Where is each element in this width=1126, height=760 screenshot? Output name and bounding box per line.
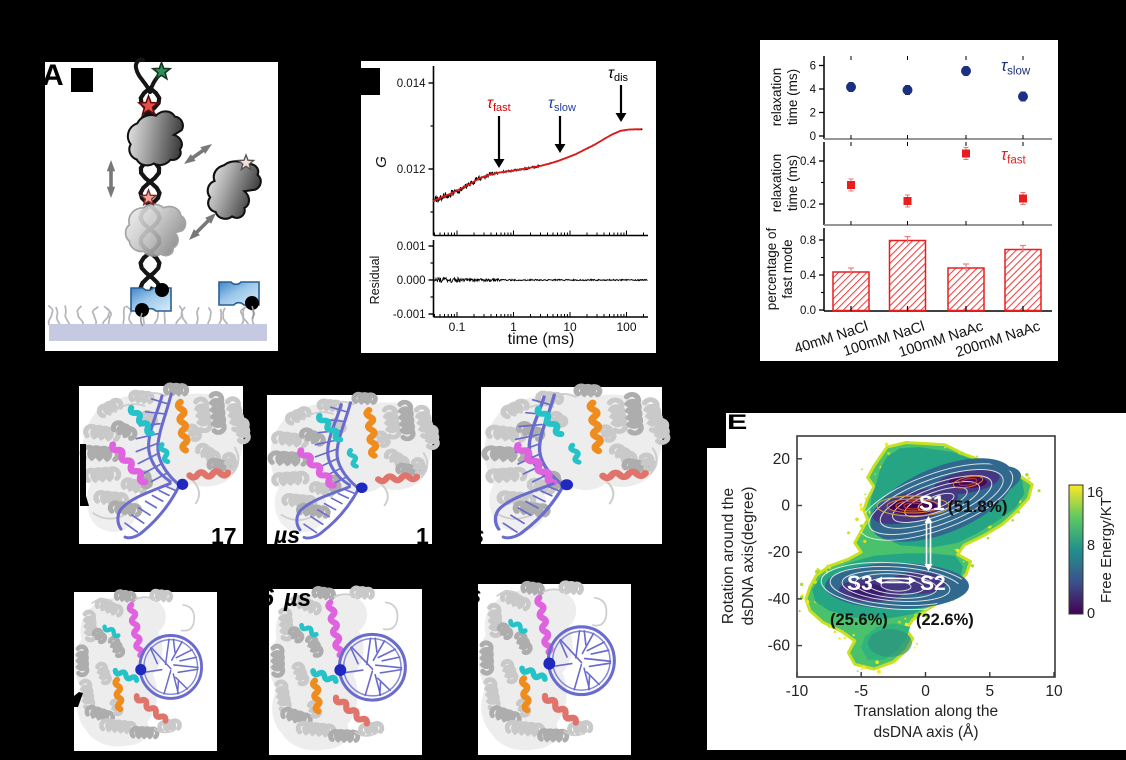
svg-text:0.001: 0.001	[397, 241, 426, 253]
svg-text:G: G	[373, 156, 390, 168]
svg-text:-60: -60	[768, 638, 791, 655]
svg-text:s: s	[468, 582, 481, 609]
svg-text:E: E	[727, 410, 747, 434]
svg-text:0.1: 0.1	[449, 320, 466, 334]
svg-text:0: 0	[921, 683, 930, 700]
svg-text:Rotation around the: Rotation around the	[720, 488, 737, 624]
svg-text:S2: S2	[920, 572, 946, 595]
svg-text:relaxation: relaxation	[769, 154, 784, 213]
svg-text:20: 20	[773, 451, 791, 468]
svg-text:17: 17	[211, 523, 237, 549]
svg-text:0: 0	[1087, 606, 1095, 622]
svg-text:0.4: 0.4	[800, 270, 817, 282]
svg-text:0: 0	[781, 498, 790, 515]
svg-text:fast mode: fast mode	[780, 239, 795, 298]
svg-text:10: 10	[563, 320, 577, 334]
svg-text:0.0: 0.0	[800, 305, 816, 317]
svg-text:2: 2	[810, 108, 816, 120]
svg-text:(25.6%): (25.6%)	[830, 611, 888, 629]
svg-text:8: 8	[1087, 538, 1095, 554]
svg-text:dsDNA axis (Å): dsDNA axis (Å)	[873, 724, 978, 741]
svg-text:time (ms): time (ms)	[508, 331, 575, 348]
svg-text:10: 10	[1045, 683, 1063, 700]
svg-text:0.4: 0.4	[800, 156, 817, 168]
svg-text:dsDNA axis(degree): dsDNA axis(degree)	[740, 487, 757, 626]
svg-text:Free Energy/KT: Free Energy/KT	[1098, 497, 1115, 603]
svg-text:Translation along the: Translation along the	[854, 703, 998, 720]
svg-text:5: 5	[985, 683, 994, 700]
svg-text:0: 0	[810, 131, 816, 143]
svg-text:0.012: 0.012	[397, 164, 426, 176]
svg-text:6: 6	[260, 584, 275, 612]
svg-text:-20: -20	[768, 544, 791, 561]
svg-text:percentage of: percentage of	[764, 227, 779, 310]
svg-text:s: s	[471, 522, 484, 549]
svg-text:(22.6%): (22.6%)	[916, 611, 974, 629]
svg-text:-5: -5	[854, 683, 868, 700]
svg-text:time (ms): time (ms)	[785, 155, 800, 211]
svg-text:0.8: 0.8	[800, 235, 816, 247]
svg-text:16: 16	[1087, 485, 1103, 501]
svg-text:Residual: Residual	[368, 256, 382, 305]
svg-text:1: 1	[510, 320, 517, 334]
svg-text:6: 6	[810, 61, 816, 73]
svg-text:0.2: 0.2	[800, 199, 816, 211]
svg-text:-40: -40	[768, 591, 791, 608]
svg-text:µs: µs	[273, 522, 300, 548]
svg-text:-0.001: -0.001	[393, 309, 426, 321]
svg-text:4: 4	[810, 84, 817, 96]
svg-text:A: A	[42, 59, 64, 92]
svg-text:time (ms): time (ms)	[785, 69, 800, 125]
svg-text:0.000: 0.000	[397, 275, 426, 287]
svg-text:1: 1	[416, 523, 429, 549]
svg-text:(51.8%): (51.8%)	[948, 497, 1008, 516]
svg-text:S3: S3	[847, 572, 873, 595]
svg-text:0.014: 0.014	[397, 78, 426, 90]
svg-text:µs: µs	[283, 585, 311, 612]
svg-text:100: 100	[616, 320, 636, 334]
svg-text:relaxation: relaxation	[769, 68, 784, 127]
svg-text:S1: S1	[919, 492, 945, 515]
svg-text:-10: -10	[786, 683, 809, 700]
